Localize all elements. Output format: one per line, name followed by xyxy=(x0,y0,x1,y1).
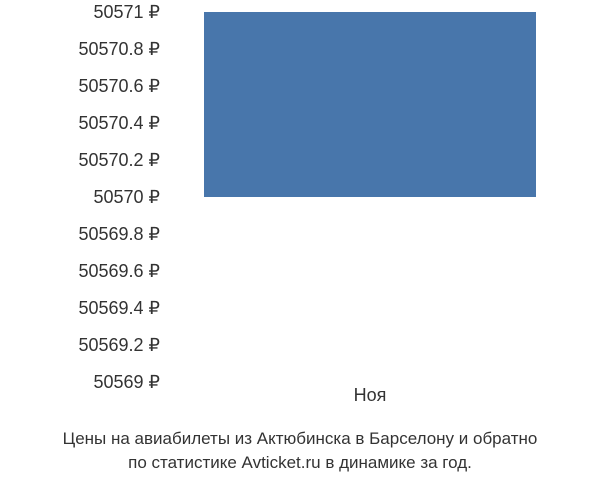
y-tick: 50570.4 ₽ xyxy=(0,114,160,132)
x-axis: Ноя xyxy=(170,385,570,406)
caption-line: по статистике Avticket.ru в динамике за … xyxy=(0,451,600,475)
y-tick: 50569.6 ₽ xyxy=(0,262,160,280)
y-tick: 50569 ₽ xyxy=(0,373,160,391)
bar xyxy=(204,12,536,197)
plot-area xyxy=(170,10,570,380)
y-tick: 50569.4 ₽ xyxy=(0,299,160,317)
y-tick: 50571 ₽ xyxy=(0,3,160,21)
y-tick: 50569.8 ₽ xyxy=(0,225,160,243)
chart-caption: Цены на авиабилеты из Актюбинска в Барсе… xyxy=(0,427,600,475)
x-tick: Ноя xyxy=(354,385,387,405)
y-tick: 50570.6 ₽ xyxy=(0,77,160,95)
y-axis: 50571 ₽ 50570.8 ₽ 50570.6 ₽ 50570.4 ₽ 50… xyxy=(0,0,170,380)
chart-container: 50571 ₽ 50570.8 ₽ 50570.6 ₽ 50570.4 ₽ 50… xyxy=(0,0,600,410)
y-tick: 50569.2 ₽ xyxy=(0,336,160,354)
y-tick: 50570.2 ₽ xyxy=(0,151,160,169)
y-tick: 50570.8 ₽ xyxy=(0,40,160,58)
y-tick: 50570 ₽ xyxy=(0,188,160,206)
caption-line: Цены на авиабилеты из Актюбинска в Барсе… xyxy=(0,427,600,451)
